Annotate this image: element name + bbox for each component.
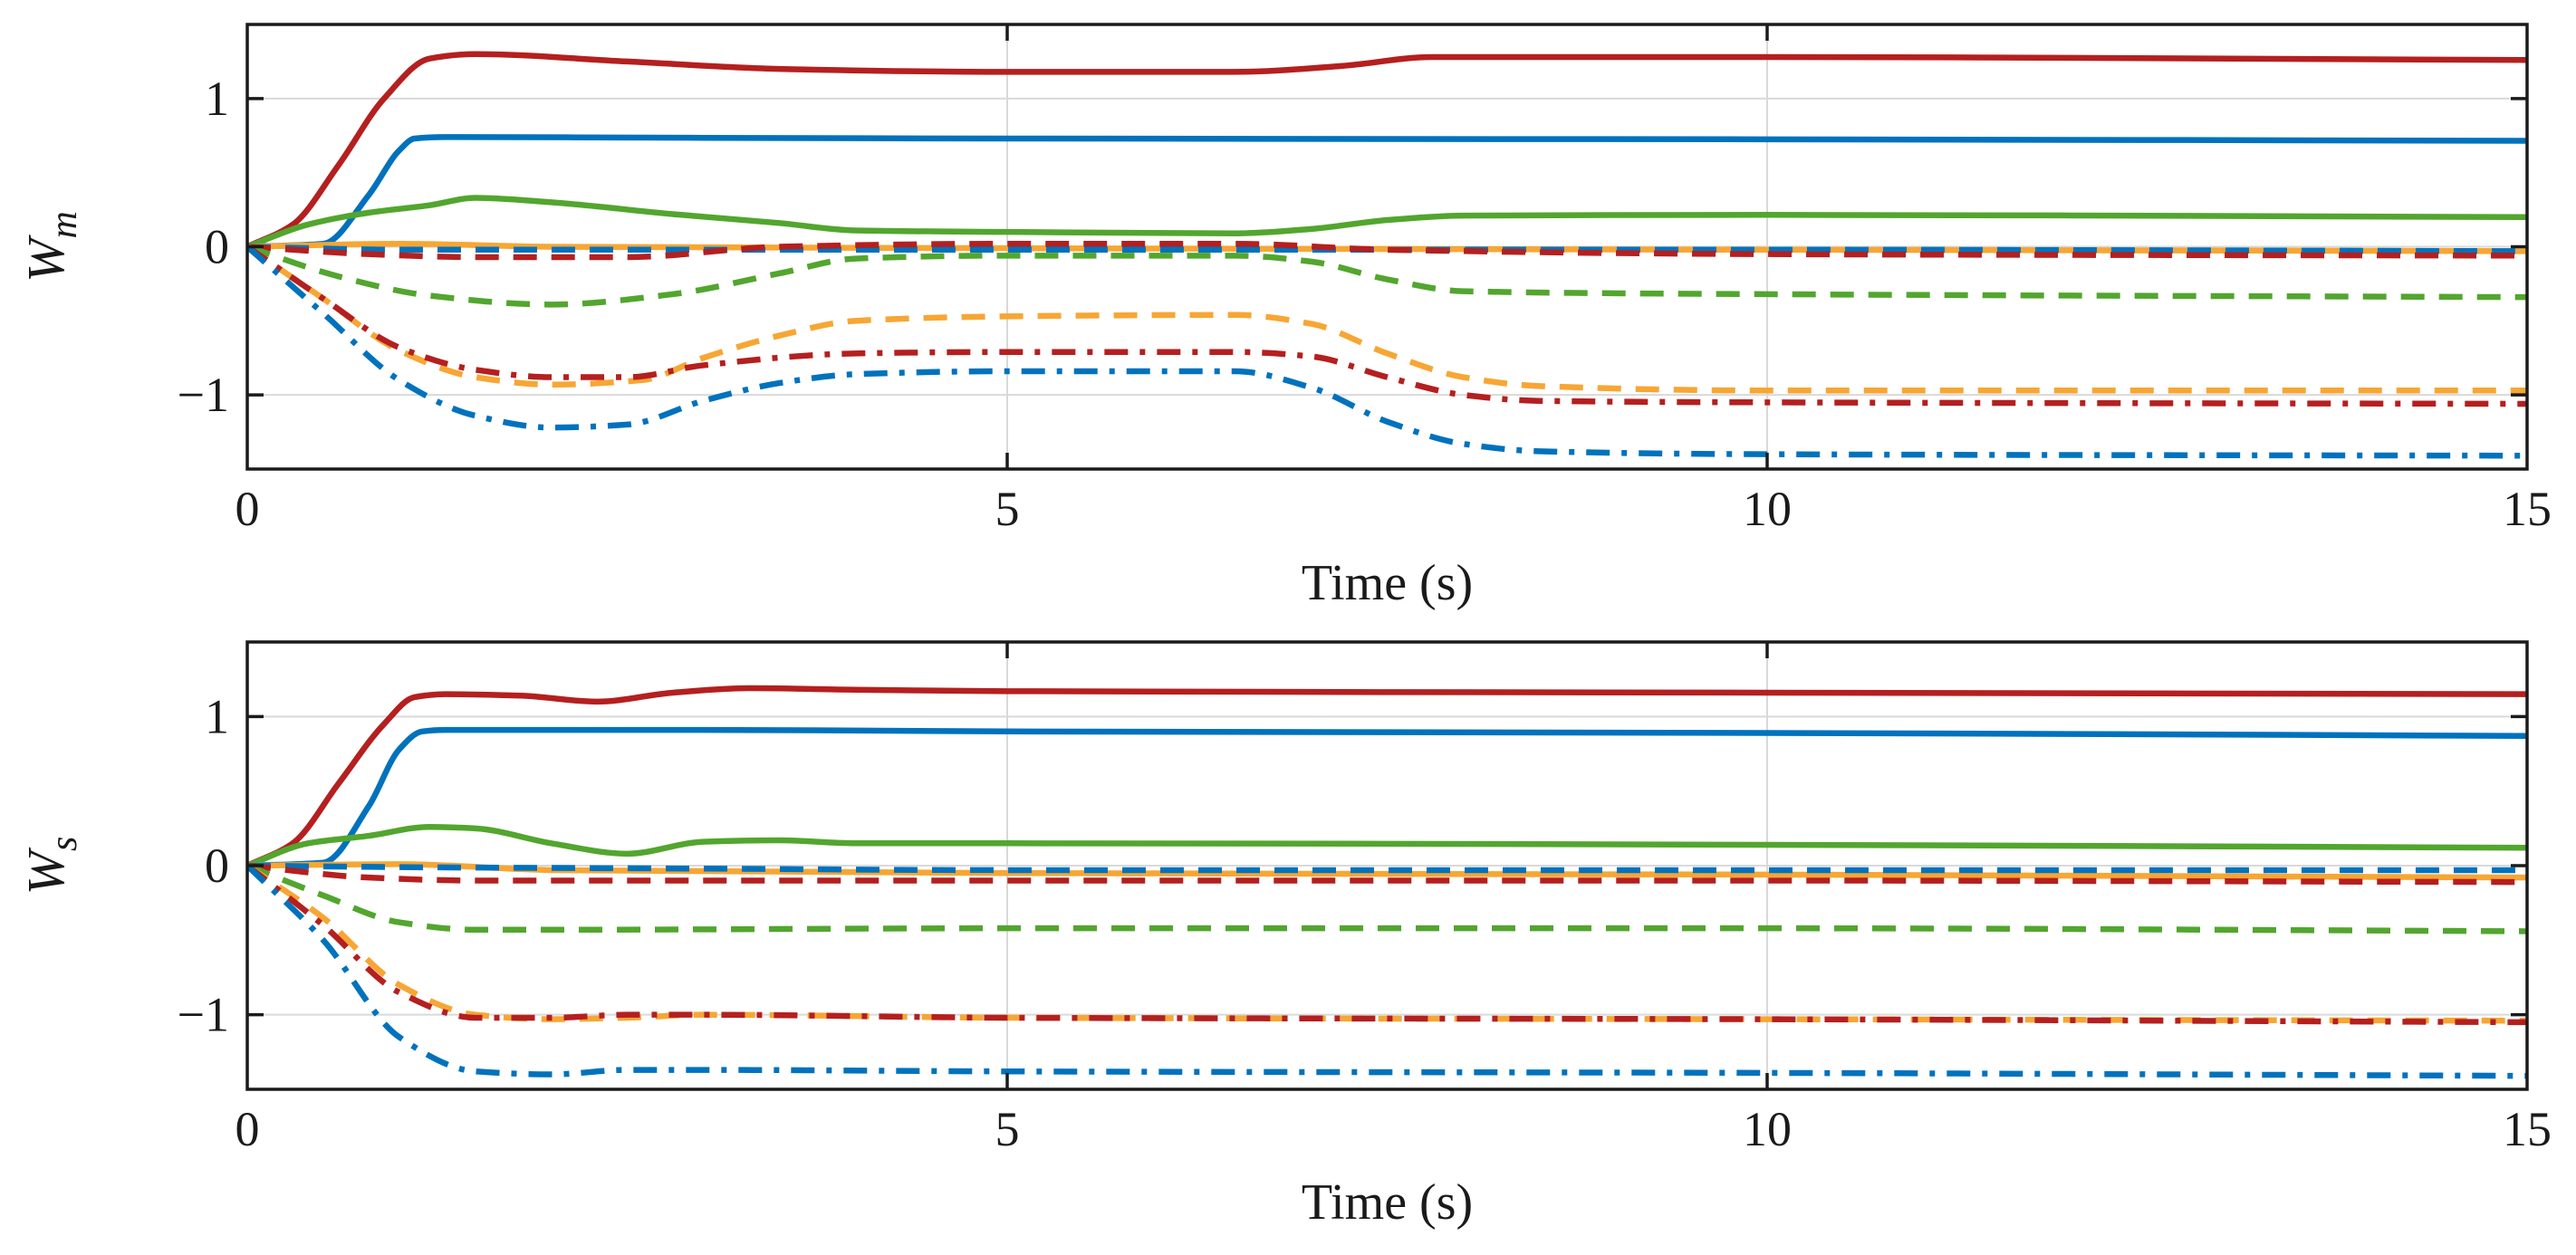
series-line-blue-dashdot	[247, 863, 2527, 1079]
series-line-red-dash	[247, 240, 2527, 261]
y-tick-label: −1	[178, 988, 229, 1042]
series-line-red-dash	[247, 862, 2527, 886]
y-tick-label: 1	[205, 689, 229, 743]
series-line-blue-dash	[247, 862, 2527, 874]
x-axis-title: Time (s)	[1302, 1174, 1473, 1231]
y-axis-title: Wm	[16, 211, 85, 283]
x-tick-label: 10	[1743, 1102, 1792, 1156]
series-line-green-solid	[247, 195, 2527, 250]
y-axis-title-subscript: m	[43, 211, 85, 238]
x-tick-label: 5	[995, 1102, 1020, 1156]
x-axis-title: Time (s)	[1302, 555, 1473, 611]
x-tick-label: 10	[1743, 482, 1792, 536]
series-line-orange-dash	[247, 244, 2527, 394]
y-axis-title-subscript: s	[43, 837, 85, 851]
y-axis-title: Ws	[16, 837, 85, 896]
series-line-green-dash	[247, 862, 2527, 934]
series-line-blue-solid	[247, 134, 2527, 250]
bottom-subplot: 0 5 10 15 −1 0 1 Time (s) Ws	[16, 640, 2552, 1231]
y-tick-label: −1	[178, 368, 229, 422]
x-tick-label: 15	[2503, 482, 2552, 536]
x-tick-label: 15	[2503, 1102, 2552, 1156]
series-line-blue-solid	[247, 726, 2527, 869]
series-line-red-solid	[247, 685, 2527, 868]
x-tick-label: 5	[995, 482, 1020, 536]
top-subplot: 0 5 10 15 −1 0 1 Time (s) Wm	[16, 23, 2552, 611]
y-tick-label: 0	[205, 838, 229, 893]
series-line-red-dashdot	[247, 863, 2527, 1026]
series-line-red-solid	[247, 51, 2527, 250]
y-tick-label: 1	[205, 72, 229, 126]
series-line-green-dash	[247, 244, 2527, 308]
series-line-orange-dash	[247, 863, 2527, 1024]
series-line-green-solid	[247, 823, 2527, 869]
y-tick-label: 0	[205, 220, 229, 274]
y-axis-title-symbol: W	[16, 235, 75, 283]
x-tick-label: 0	[235, 1102, 260, 1156]
series-line-blue-dash	[247, 244, 2527, 254]
series-line-red-dashdot	[247, 244, 2527, 407]
series-line-blue-dashdot	[247, 244, 2527, 459]
x-tick-label: 0	[235, 482, 260, 536]
y-axis-title-symbol: W	[16, 847, 75, 895]
